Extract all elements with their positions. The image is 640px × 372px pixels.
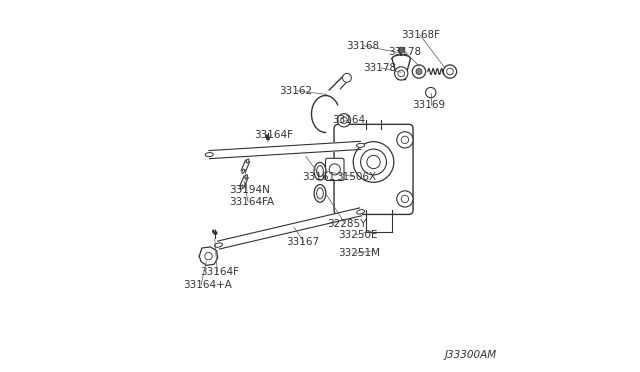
Ellipse shape <box>205 153 213 157</box>
Text: 33164+A: 33164+A <box>184 280 232 290</box>
Polygon shape <box>241 160 250 172</box>
Polygon shape <box>209 141 361 159</box>
Polygon shape <box>240 176 248 188</box>
Circle shape <box>340 117 348 124</box>
Text: 33178: 33178 <box>388 47 421 57</box>
Circle shape <box>412 65 426 78</box>
Text: 32285Y: 32285Y <box>328 219 367 229</box>
Circle shape <box>398 47 404 53</box>
Ellipse shape <box>356 143 365 147</box>
Text: 33178: 33178 <box>364 63 397 73</box>
Ellipse shape <box>317 166 323 177</box>
Circle shape <box>416 68 422 74</box>
Circle shape <box>401 195 408 203</box>
Circle shape <box>397 191 413 207</box>
Circle shape <box>398 70 404 77</box>
Text: 33164: 33164 <box>332 115 365 125</box>
Ellipse shape <box>317 188 323 199</box>
Circle shape <box>401 136 408 144</box>
Circle shape <box>426 87 436 98</box>
Ellipse shape <box>214 243 223 247</box>
Text: J33300AM: J33300AM <box>445 350 497 359</box>
Text: 33194N: 33194N <box>229 185 269 195</box>
Ellipse shape <box>356 210 365 214</box>
Ellipse shape <box>314 162 326 180</box>
Polygon shape <box>218 208 362 249</box>
Circle shape <box>397 132 413 148</box>
FancyBboxPatch shape <box>326 158 344 180</box>
Ellipse shape <box>245 175 248 179</box>
Circle shape <box>205 253 212 260</box>
Polygon shape <box>199 247 218 265</box>
Circle shape <box>360 149 387 175</box>
Ellipse shape <box>242 169 244 173</box>
Text: 33162: 33162 <box>280 86 312 96</box>
Text: 31506X: 31506X <box>336 172 376 182</box>
Circle shape <box>353 142 394 182</box>
Text: 33251M: 33251M <box>338 248 380 258</box>
Circle shape <box>342 73 351 82</box>
Text: 33164F: 33164F <box>200 267 239 277</box>
Circle shape <box>337 113 351 127</box>
Circle shape <box>447 68 453 75</box>
Ellipse shape <box>314 185 326 202</box>
Circle shape <box>444 65 456 78</box>
Text: 33161: 33161 <box>302 172 335 182</box>
FancyBboxPatch shape <box>334 124 413 214</box>
Text: 33164F: 33164F <box>254 130 293 140</box>
Circle shape <box>395 67 408 80</box>
Text: 33164FA: 33164FA <box>229 196 274 206</box>
Text: 33168: 33168 <box>346 41 379 51</box>
Text: 33167: 33167 <box>286 237 319 247</box>
Text: 33250E: 33250E <box>338 230 377 240</box>
Text: 33168F: 33168F <box>401 30 440 40</box>
Circle shape <box>367 155 380 169</box>
Ellipse shape <box>241 185 243 189</box>
Text: 33169: 33169 <box>412 100 445 110</box>
Ellipse shape <box>246 159 249 163</box>
Circle shape <box>329 164 340 175</box>
